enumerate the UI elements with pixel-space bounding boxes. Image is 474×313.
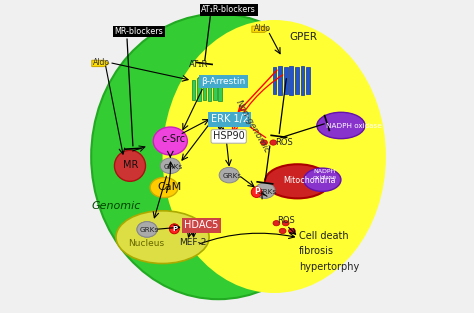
Bar	[290, 66, 293, 95]
Text: β-Arrestin: β-Arrestin	[201, 77, 246, 85]
Text: Aldo: Aldo	[254, 23, 271, 33]
Text: ERK 1/2: ERK 1/2	[210, 114, 249, 124]
Text: AT₁R-blockers: AT₁R-blockers	[201, 5, 256, 14]
Text: GRKs: GRKs	[222, 173, 242, 179]
Bar	[208, 78, 211, 101]
Ellipse shape	[255, 183, 275, 198]
Ellipse shape	[304, 168, 341, 192]
Polygon shape	[252, 26, 269, 33]
Ellipse shape	[273, 221, 280, 226]
Text: GPER: GPER	[289, 32, 317, 42]
Text: MEF-2: MEF-2	[180, 238, 207, 247]
Ellipse shape	[317, 112, 365, 139]
Ellipse shape	[150, 177, 178, 198]
Ellipse shape	[153, 127, 187, 155]
Text: hypertorphy: hypertorphy	[299, 262, 359, 272]
Text: GRKs: GRKs	[258, 189, 277, 195]
Bar	[306, 67, 310, 94]
Text: P: P	[255, 187, 260, 196]
Text: Cell death: Cell death	[299, 231, 349, 241]
Bar	[192, 80, 195, 100]
Text: fibrosis: fibrosis	[299, 246, 334, 256]
Bar	[197, 78, 201, 101]
Ellipse shape	[270, 140, 277, 145]
Text: ROS: ROS	[277, 216, 295, 224]
Text: GRKs: GRKs	[139, 227, 158, 233]
Ellipse shape	[219, 167, 239, 183]
Bar	[295, 67, 299, 94]
Ellipse shape	[137, 222, 157, 237]
Circle shape	[169, 224, 179, 234]
Text: HSP90: HSP90	[213, 131, 245, 141]
Text: AT₁R: AT₁R	[189, 59, 208, 69]
Bar	[278, 66, 282, 95]
Text: c-Src: c-Src	[162, 134, 186, 144]
Bar	[284, 67, 288, 94]
Ellipse shape	[91, 14, 346, 299]
Ellipse shape	[163, 20, 386, 293]
Bar	[301, 66, 304, 95]
Text: Non-genomic: Non-genomic	[233, 99, 271, 155]
Bar	[213, 80, 217, 100]
Bar	[273, 67, 276, 94]
Ellipse shape	[283, 221, 289, 226]
Ellipse shape	[116, 211, 209, 264]
Bar	[219, 78, 222, 101]
Ellipse shape	[289, 228, 295, 233]
Text: Mitochondria: Mitochondria	[283, 177, 336, 186]
Text: GRKs: GRKs	[163, 164, 182, 170]
Bar	[202, 80, 206, 100]
Text: MR-blockers: MR-blockers	[114, 27, 163, 36]
Text: Genomic: Genomic	[92, 201, 141, 211]
Ellipse shape	[137, 222, 157, 237]
Ellipse shape	[114, 150, 146, 181]
Text: HDAC5: HDAC5	[184, 220, 219, 230]
Ellipse shape	[265, 164, 330, 198]
Polygon shape	[92, 60, 109, 67]
Ellipse shape	[279, 228, 286, 233]
Ellipse shape	[160, 158, 181, 174]
Text: Aldo: Aldo	[93, 58, 110, 67]
Ellipse shape	[261, 140, 267, 145]
Text: Nucleus: Nucleus	[128, 239, 164, 248]
Text: NADPH oxidase: NADPH oxidase	[326, 123, 382, 129]
Text: P: P	[172, 226, 177, 232]
Text: ROS: ROS	[275, 138, 292, 147]
Text: NADPH
oxidase: NADPH oxidase	[313, 169, 337, 180]
Text: MR: MR	[123, 160, 138, 170]
Text: CaM: CaM	[157, 182, 181, 192]
Circle shape	[251, 187, 262, 198]
